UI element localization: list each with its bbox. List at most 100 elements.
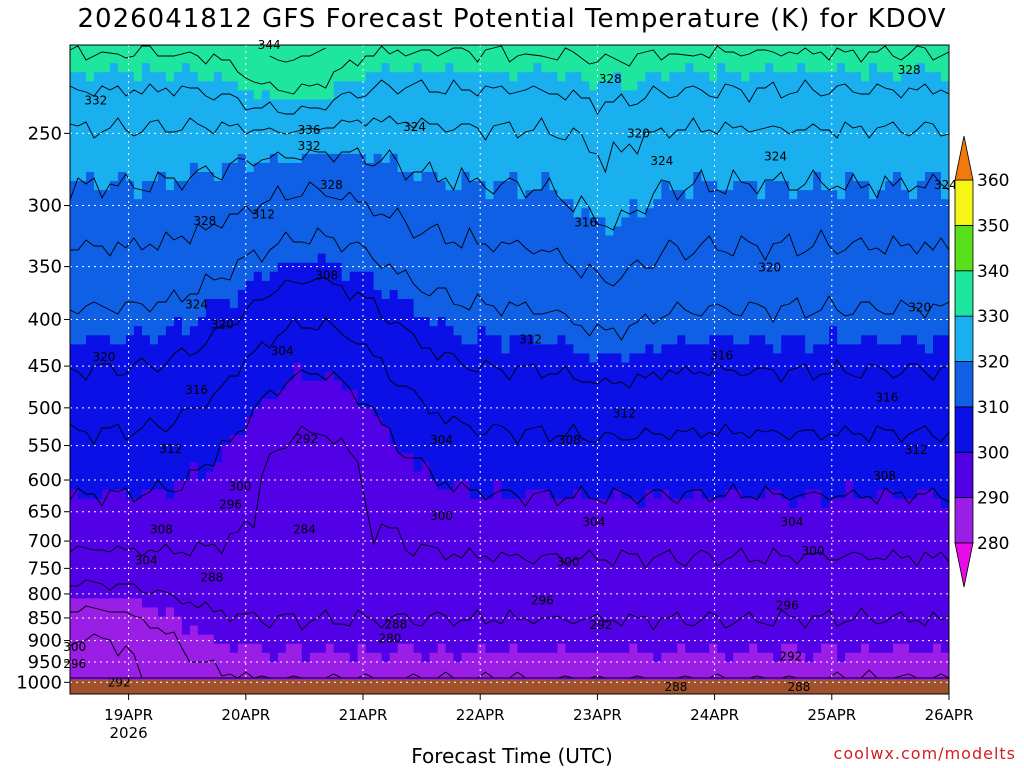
theta-cell	[477, 289, 487, 300]
theta-cell	[573, 280, 583, 291]
theta-cell	[589, 326, 598, 336]
theta-cell	[301, 308, 311, 318]
theta-cell	[133, 489, 143, 500]
theta-cell	[221, 580, 231, 590]
theta-cell	[333, 625, 343, 636]
theta-cell	[437, 398, 447, 409]
theta-cell	[189, 199, 199, 209]
theta-cell	[205, 162, 215, 173]
theta-cell	[357, 326, 367, 336]
theta-cell	[589, 661, 598, 672]
theta-cell	[373, 435, 383, 445]
theta-cell	[605, 217, 614, 228]
theta-cell	[301, 616, 311, 627]
theta-cell	[133, 253, 143, 264]
theta-cell	[621, 344, 630, 355]
theta-cell	[85, 389, 95, 400]
theta-cell	[565, 235, 575, 246]
theta-cell	[221, 380, 231, 391]
theta-cell	[285, 498, 295, 509]
theta-cell	[93, 598, 103, 609]
theta-cell	[461, 525, 471, 536]
theta-cell	[221, 471, 231, 482]
theta-cell	[309, 190, 319, 200]
theta-cell	[453, 308, 463, 318]
theta-cell	[317, 253, 327, 264]
theta-cell	[421, 525, 431, 536]
theta-cell	[469, 389, 479, 400]
theta-cell	[205, 462, 215, 472]
theta-cell	[70, 435, 79, 445]
theta-cell	[405, 444, 415, 454]
theta-cell	[189, 634, 199, 645]
theta-cell	[493, 670, 503, 680]
theta-cell	[109, 389, 119, 400]
theta-cell	[429, 181, 439, 191]
theta-cell	[629, 253, 638, 264]
theta-cell	[429, 371, 439, 382]
theta-cell	[197, 498, 207, 509]
theta-cell	[621, 525, 630, 536]
theta-cell	[301, 299, 311, 309]
theta-cell	[357, 144, 367, 155]
theta-cell	[70, 562, 79, 572]
theta-cell	[277, 543, 287, 554]
theta-cell	[565, 426, 575, 436]
theta-cell	[165, 208, 175, 218]
theta-cell	[421, 199, 431, 209]
theta-cell	[221, 571, 231, 581]
theta-cell	[205, 217, 215, 228]
theta-cell	[213, 435, 223, 445]
theta-cell	[349, 444, 359, 454]
theta-cell	[229, 444, 239, 454]
theta-cell	[205, 534, 215, 545]
theta-cell	[429, 661, 439, 672]
theta-cell	[77, 199, 87, 209]
theta-cell	[197, 444, 207, 454]
theta-cell	[141, 589, 151, 599]
theta-cell	[525, 99, 535, 110]
theta-cell	[245, 108, 255, 119]
theta-cell	[485, 135, 495, 146]
theta-cell	[93, 444, 103, 454]
theta-cell	[101, 308, 111, 318]
theta-cell	[453, 181, 463, 191]
theta-cell	[157, 616, 167, 627]
theta-cell	[157, 389, 167, 400]
theta-cell	[149, 199, 159, 209]
theta-cell	[173, 162, 183, 173]
theta-cell	[333, 471, 343, 482]
theta-cell	[541, 181, 551, 191]
theta-cell	[613, 516, 622, 527]
theta-cell	[589, 335, 598, 345]
theta-cell	[349, 489, 359, 500]
theta-cell	[573, 534, 583, 545]
theta-cell	[389, 162, 399, 173]
theta-cell	[597, 571, 606, 581]
theta-cell	[341, 607, 351, 618]
theta-cell	[357, 362, 367, 373]
theta-cell	[325, 543, 335, 554]
theta-cell	[333, 489, 343, 500]
theta-cell	[589, 553, 598, 563]
theta-cell	[605, 335, 614, 345]
theta-cell	[237, 525, 247, 536]
theta-cell	[445, 162, 455, 173]
theta-cell	[197, 172, 207, 182]
theta-cell	[597, 462, 606, 472]
theta-cell	[357, 126, 367, 137]
theta-cell	[189, 162, 199, 173]
theta-cell	[637, 99, 646, 110]
theta-cell	[85, 63, 95, 73]
theta-cell	[525, 426, 535, 436]
theta-cell	[565, 99, 575, 110]
theta-cell	[445, 453, 455, 463]
theta-cell	[613, 416, 622, 427]
theta-cell	[429, 543, 439, 554]
theta-cell	[413, 144, 423, 155]
theta-cell	[397, 380, 407, 391]
theta-cell	[429, 135, 439, 146]
theta-cell	[573, 398, 583, 409]
theta-cell	[181, 580, 191, 590]
theta-cell	[549, 389, 559, 400]
